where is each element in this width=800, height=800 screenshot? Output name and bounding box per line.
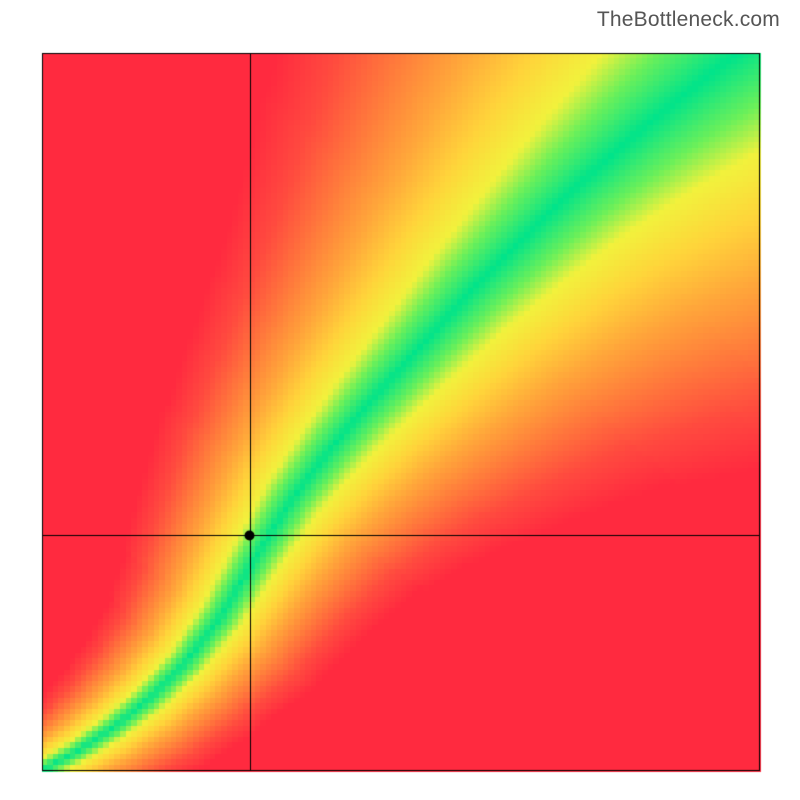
watermark-text: TheBottleneck.com <box>597 8 780 32</box>
heatmap-canvas <box>0 0 800 800</box>
chart-container: TheBottleneck.com <box>0 0 800 800</box>
